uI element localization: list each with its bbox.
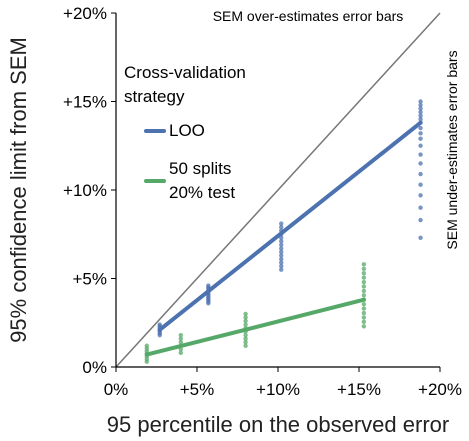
annotation-top: SEM over-estimates error bars [213, 8, 404, 24]
point [418, 143, 423, 148]
point [418, 125, 423, 131]
point [361, 293, 367, 298]
point [279, 260, 284, 265]
point [418, 205, 423, 210]
point [178, 340, 183, 345]
point [243, 315, 248, 320]
point [418, 182, 423, 187]
point [279, 239, 284, 244]
point [418, 109, 423, 115]
point [361, 288, 367, 294]
point [243, 311, 248, 317]
point [279, 242, 284, 248]
point [418, 152, 423, 157]
point [279, 224, 284, 230]
point [418, 106, 423, 111]
point [361, 310, 367, 316]
point [361, 301, 367, 307]
fit-line [144, 297, 366, 357]
point [361, 284, 367, 289]
x-tick-label: +15% [337, 380, 381, 399]
legend-label: LOO [169, 121, 205, 140]
point [279, 246, 284, 251]
y-tick-label: +20% [63, 4, 107, 23]
point [157, 322, 162, 327]
point [418, 117, 423, 122]
x-tick-label: +20% [418, 380, 462, 399]
point [361, 262, 367, 267]
x-tick-label: +5% [180, 380, 215, 399]
point [178, 332, 183, 338]
point [361, 319, 367, 325]
point [418, 217, 423, 223]
legend-label: 50 splits 20% test [169, 159, 236, 202]
identity-line [115, 12, 441, 368]
point [206, 283, 211, 288]
x-axis-label: 95 percentile on the observed error [107, 412, 449, 437]
x-tick-label: +10% [256, 380, 300, 399]
y-tick-label: +5% [73, 270, 108, 289]
y-tick-label: 0% [82, 358, 107, 377]
point [243, 340, 248, 345]
point [418, 193, 423, 198]
point [279, 253, 284, 258]
y-tick-label: +10% [63, 181, 107, 200]
point [279, 267, 284, 272]
legend-title: Cross-validation strategy [124, 63, 246, 106]
point [243, 318, 248, 324]
point [279, 221, 284, 226]
point [279, 249, 284, 255]
point [279, 263, 284, 269]
point [418, 113, 423, 118]
point [361, 266, 367, 271]
point [418, 131, 423, 136]
point [178, 336, 183, 341]
y-tick-label: +15% [63, 93, 107, 112]
x-tick-label: 0% [104, 380, 129, 399]
point [243, 332, 248, 338]
point [418, 102, 423, 108]
point [418, 171, 423, 177]
annotation-right: SEM under-estimates error bars [444, 50, 460, 249]
point [418, 161, 423, 166]
point [243, 322, 248, 327]
y-axis-label: 95% confidence limit from SEM [6, 37, 31, 343]
point [178, 350, 183, 356]
fit-line [157, 120, 423, 332]
point [418, 235, 423, 240]
point [243, 336, 248, 341]
point [361, 306, 367, 311]
point [418, 136, 423, 141]
point [361, 279, 367, 285]
point [279, 256, 284, 262]
point [361, 315, 367, 320]
point [144, 343, 149, 348]
point [361, 324, 367, 329]
point [361, 275, 367, 280]
point [418, 99, 423, 104]
point [361, 270, 367, 276]
point [243, 343, 248, 348]
